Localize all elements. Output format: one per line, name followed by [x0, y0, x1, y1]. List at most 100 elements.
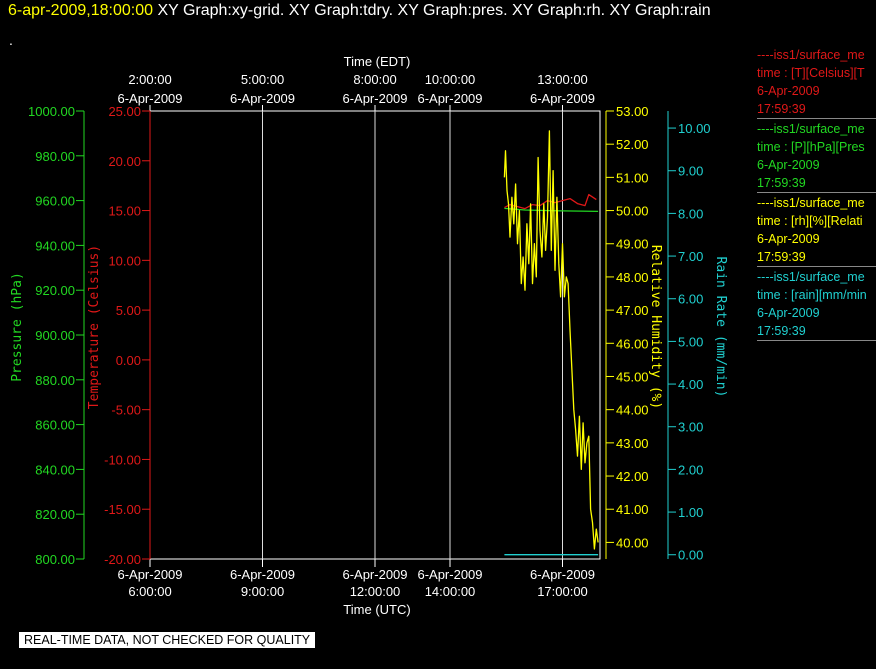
x-top-tick-date: 6-Apr-2009 [230, 91, 295, 106]
rain-axis-label: Rain Rate (mm/min) [713, 257, 728, 398]
rain-tick-label: 7.00 [678, 249, 703, 264]
legend-entry-time: 17:59:39 [757, 102, 806, 116]
x-bottom-tick-time: 9:00:00 [241, 584, 284, 599]
legend: ----iss1/surface_me time : [T][Celsius][T… [757, 46, 876, 342]
legend-entry-date: 6-Apr-2009 [757, 84, 820, 98]
legend-entry-time: 17:59:39 [757, 324, 806, 338]
x-top-tick-date: 6-Apr-2009 [117, 91, 182, 106]
x-top-tick-time: 5:00:00 [241, 72, 284, 87]
humidity-tick-label: 47.00 [616, 303, 649, 318]
x-bottom-tick-date: 6-Apr-2009 [342, 567, 407, 582]
legend-entry-title: ----iss1/surface_me [757, 270, 865, 284]
x-top-tick-date: 6-Apr-2009 [342, 91, 407, 106]
rain-tick-label: 6.00 [678, 292, 703, 307]
x-bottom-tick-date: 6-Apr-2009 [117, 567, 182, 582]
x-top-tick-time: 2:00:00 [128, 72, 171, 87]
pressure-tick-label: 960.00 [35, 194, 75, 209]
pressure-tick-label: 880.00 [35, 373, 75, 388]
pressure-tick-label: 920.00 [35, 283, 75, 298]
temperature-tick-label: -10.00 [104, 452, 141, 467]
humidity-tick-label: 50.00 [616, 204, 649, 219]
pressure-tick-label: 840.00 [35, 462, 75, 477]
humidity-tick-label: 41.00 [616, 502, 649, 517]
x-bottom-tick-time: 17:00:00 [537, 584, 588, 599]
quality-notice: REAL-TIME DATA, NOT CHECKED FOR QUALITY [19, 632, 316, 648]
temperature-tick-label: -15.00 [104, 502, 141, 517]
humidity-tick-label: 43.00 [616, 436, 649, 451]
x-bottom-tick-date: 6-Apr-2009 [417, 567, 482, 582]
pressure-tick-label: 820.00 [35, 507, 75, 522]
legend-entry-field: time : [T][Celsius][T [757, 66, 865, 80]
pressure-tick-label: 980.00 [35, 149, 75, 164]
humidity-series-line [503, 130, 599, 550]
legend-entry-field: time : [rain][mm/min [757, 288, 867, 302]
humidity-tick-label: 49.00 [616, 237, 649, 252]
humidity-tick-label: 46.00 [616, 336, 649, 351]
rain-tick-label: 3.00 [678, 420, 703, 435]
graph-tabs-label[interactable]: XY Graph:xy-grid. XY Graph:tdry. XY Grap… [153, 2, 711, 19]
temperature-tick-label: -20.00 [104, 552, 141, 567]
pressure-tick-label: 940.00 [35, 238, 75, 253]
temperature-tick-label: 20.00 [108, 154, 141, 169]
temperature-series-line [504, 193, 597, 210]
humidity-tick-label: 48.00 [616, 270, 649, 285]
pressure-tick-label: 860.00 [35, 418, 75, 433]
legend-entry-title: ----iss1/surface_me [757, 122, 865, 136]
pressure-series-line [504, 207, 599, 213]
temperature-tick-label: 15.00 [108, 204, 141, 219]
temperature-tick-label: 5.00 [116, 303, 141, 318]
x-top-tick-time: 13:00:00 [537, 72, 588, 87]
legend-entry-time: 17:59:39 [757, 250, 806, 264]
humidity-tick-label: 53.00 [616, 104, 649, 119]
rain-tick-label: 10.00 [678, 121, 711, 136]
rain-tick-label: 1.00 [678, 505, 703, 520]
x-top-tick-time: 8:00:00 [353, 72, 396, 87]
x-bottom-axis-label: Time (UTC) [343, 602, 410, 617]
x-top-tick-date: 6-Apr-2009 [417, 91, 482, 106]
pressure-tick-label: 800.00 [35, 552, 75, 567]
header-dot: . [9, 32, 13, 48]
humidity-tick-label: 40.00 [616, 535, 649, 550]
x-top-tick-time: 10:00:00 [425, 72, 476, 87]
rain-tick-label: 5.00 [678, 334, 703, 349]
header-bar: 6-apr-2009,18:00:00 XY Graph:xy-grid. XY… [8, 2, 711, 20]
x-top-axis-label: Time (EDT) [344, 54, 411, 69]
legend-entry-field: time : [rh][%][Relati [757, 214, 863, 228]
humidity-tick-label: 45.00 [616, 369, 649, 384]
pressure-axis-label: Pressure (hPa) [10, 272, 25, 382]
temperature-tick-label: 0.00 [116, 353, 141, 368]
temperature-tick-label: 25.00 [108, 104, 141, 119]
x-bottom-tick-time: 12:00:00 [350, 584, 401, 599]
pressure-tick-label: 900.00 [35, 328, 75, 343]
humidity-tick-label: 51.00 [616, 170, 649, 185]
legend-entry-title: ----iss1/surface_me [757, 48, 865, 62]
temperature-tick-label: -5.00 [111, 403, 141, 418]
x-bottom-tick-time: 14:00:00 [425, 584, 476, 599]
temperature-tick-label: 10.00 [108, 253, 141, 268]
rain-tick-label: 2.00 [678, 462, 703, 477]
legend-entry-date: 6-Apr-2009 [757, 306, 820, 320]
header-timestamp: 6-apr-2009,18:00:00 [8, 2, 153, 19]
x-bottom-tick-date: 6-Apr-2009 [530, 567, 595, 582]
rain-tick-label: 0.00 [678, 548, 703, 563]
legend-entry-date: 6-Apr-2009 [757, 158, 820, 172]
rain-tick-label: 8.00 [678, 206, 703, 221]
legend-entry-time: 17:59:39 [757, 176, 806, 190]
legend-entry-title: ----iss1/surface_me [757, 196, 865, 210]
pressure-tick-label: 1000.00 [28, 104, 75, 119]
rain-tick-label: 4.00 [678, 377, 703, 392]
legend-entry-date: 6-Apr-2009 [757, 232, 820, 246]
rain-tick-label: 9.00 [678, 164, 703, 179]
legend-entry-field: time : [P][hPa][Pres [757, 140, 865, 154]
x-bottom-tick-date: 6-Apr-2009 [230, 567, 295, 582]
humidity-axis-label: Relative Humidity (%) [648, 245, 663, 409]
humidity-tick-label: 52.00 [616, 137, 649, 152]
humidity-tick-label: 42.00 [616, 469, 649, 484]
temperature-axis-label: Temperature (Celsius) [87, 245, 102, 409]
humidity-tick-label: 44.00 [616, 403, 649, 418]
